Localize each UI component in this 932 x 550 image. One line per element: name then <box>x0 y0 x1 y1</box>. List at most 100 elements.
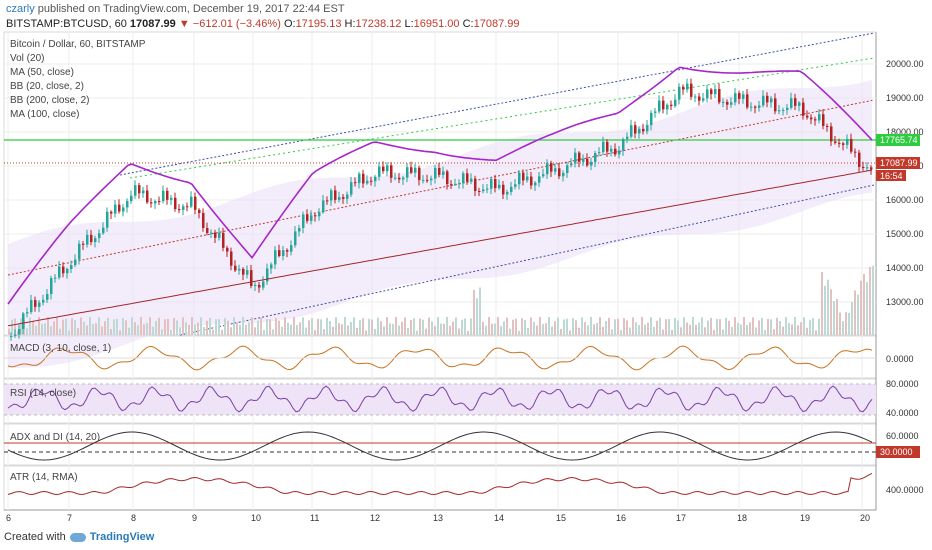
rsi-tick: 80.0000 <box>886 379 919 389</box>
candle-body <box>522 172 525 181</box>
volume-bar <box>710 317 712 335</box>
candle-body <box>370 180 373 182</box>
candle-body <box>314 215 317 217</box>
indicator-label-ma50: MA (50, close) <box>10 67 74 78</box>
volume-bar <box>686 322 688 335</box>
candle-body <box>394 177 397 179</box>
candle-body <box>670 104 673 107</box>
candle-body <box>570 163 573 166</box>
volume-bar <box>371 319 373 335</box>
candle-body <box>202 212 205 228</box>
candle-body <box>666 104 669 110</box>
candle-body <box>110 211 113 214</box>
candle-body <box>562 172 565 177</box>
candle-body <box>506 191 509 195</box>
bb200-upper-line <box>7 66 873 305</box>
candle-body <box>574 152 577 164</box>
pane-border <box>3 423 877 466</box>
volume-bar <box>533 321 535 335</box>
close-label: C: <box>462 18 474 30</box>
candle-body <box>778 110 781 112</box>
volume-bar <box>191 317 193 335</box>
candle-body <box>154 201 157 204</box>
candle-body <box>842 143 845 145</box>
candle-body <box>794 98 797 106</box>
candle-body <box>526 176 529 181</box>
tradingview-link[interactable]: TradingView <box>89 531 155 543</box>
candle-body <box>462 173 465 184</box>
volume-bar <box>506 317 508 335</box>
last-price-badge <box>876 157 920 169</box>
volume-bar <box>416 330 418 335</box>
rsi-line <box>7 385 873 413</box>
author-link[interactable]: czarly <box>6 3 35 15</box>
candle-body <box>870 167 873 170</box>
volume-bar <box>389 323 391 335</box>
candle-body <box>326 200 329 202</box>
candle-body <box>198 209 201 213</box>
candle-body <box>594 153 597 162</box>
indicator-label-bb200: BB (200, close, 2) <box>10 95 89 106</box>
price-tick: 18000.00 <box>886 127 924 137</box>
candle-body <box>694 96 697 98</box>
volume-bar <box>578 327 580 335</box>
candle-body <box>774 98 777 112</box>
volume-bar <box>641 317 643 335</box>
volume-bar <box>194 324 196 335</box>
candle-body <box>414 167 417 173</box>
candle-body <box>866 167 869 169</box>
volume-bar <box>158 317 160 335</box>
volume-bar <box>764 330 766 335</box>
candle-body <box>18 328 21 335</box>
candle-body <box>502 184 505 195</box>
volume-bar <box>581 317 583 335</box>
countdown-badge <box>876 170 906 181</box>
candle-body <box>266 268 269 282</box>
volume-bar <box>719 319 721 335</box>
volume-bar <box>590 317 592 335</box>
candle-body <box>826 125 829 127</box>
indicator-panes[interactable] <box>4 345 876 496</box>
time-tick: 7 <box>67 513 72 523</box>
volume-bar <box>611 329 613 335</box>
main-pane[interactable] <box>4 32 876 369</box>
volume-bar <box>137 325 139 335</box>
candle-body <box>586 158 589 166</box>
candle-body <box>474 178 477 192</box>
volume-bar <box>515 318 517 335</box>
volume-bar <box>599 317 601 335</box>
price-tick: 19000.00 <box>886 93 924 103</box>
volume-bar <box>59 328 61 335</box>
candle-body <box>238 268 241 271</box>
volume-bar <box>680 327 682 335</box>
candle-body <box>234 265 237 271</box>
volume-bar <box>326 317 328 335</box>
volume-bar <box>845 312 847 335</box>
candle-body <box>846 138 849 145</box>
volume-bar <box>380 321 382 335</box>
candle-body <box>318 212 321 217</box>
candle-body <box>282 250 285 257</box>
volume-bar <box>455 317 457 335</box>
main-title: Bitcoin / Dollar, 60, BITSTAMP <box>10 39 146 50</box>
volume-bar <box>221 329 223 335</box>
volume-bar <box>47 317 49 335</box>
candle-body <box>386 165 389 172</box>
volume-bar <box>560 328 562 335</box>
volume-bar <box>557 317 559 335</box>
adx-line <box>7 431 873 461</box>
candle-body <box>634 125 637 134</box>
candle-body <box>486 188 489 190</box>
volume-bar <box>863 273 865 335</box>
volume-bar <box>104 321 106 335</box>
volume-bar <box>362 318 364 335</box>
volume-bar <box>626 320 628 335</box>
volume-bar <box>200 317 202 335</box>
volume-bar <box>758 320 760 335</box>
volume-bar <box>107 317 109 335</box>
volume-bar <box>335 317 337 335</box>
candle-body <box>262 281 265 288</box>
candle-body <box>42 299 45 303</box>
publish-text: published on TradingView.com, December 1… <box>37 3 345 15</box>
